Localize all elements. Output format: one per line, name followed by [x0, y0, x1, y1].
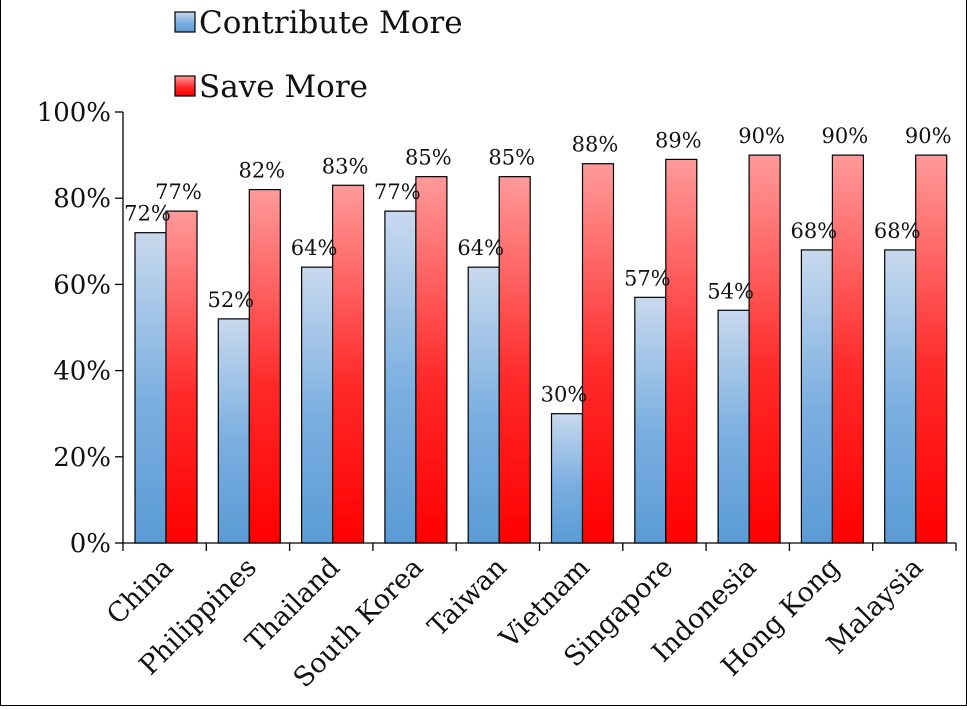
value-label-contribute-more-3: 64%	[291, 236, 338, 260]
value-label-save-more-3: 83%	[322, 154, 369, 178]
legend-label-1: Contribute More	[199, 5, 463, 41]
legend-label-2: Save More	[199, 69, 368, 105]
bar-contribute-more-4	[384, 210, 417, 544]
legend: Contribute More Save More	[174, 5, 463, 105]
value-label-contribute-more-6: 30%	[541, 383, 588, 407]
value-label-save-more-10: 90%	[905, 124, 952, 148]
legend-swatch-2	[174, 75, 196, 97]
y-tick-label: 60%	[53, 270, 111, 300]
legend-swatch-1	[174, 11, 196, 33]
y-tick-label: 100%	[37, 98, 111, 128]
y-tick-label: 80%	[53, 184, 111, 214]
value-label-contribute-more-1: 72%	[124, 202, 171, 226]
value-label-save-more-2: 82%	[238, 159, 285, 183]
value-label-save-more-6: 88%	[572, 133, 619, 157]
bar-save-more-2	[248, 188, 281, 544]
value-label-save-more-5: 85%	[488, 146, 535, 170]
bar-contribute-more-8	[717, 309, 750, 544]
bar-contribute-more-1	[134, 232, 167, 544]
bar-save-more-1	[165, 210, 198, 544]
value-label-contribute-more-5: 64%	[457, 236, 504, 260]
category-label-1: China	[101, 552, 180, 631]
bar-contribute-more-2	[217, 318, 250, 544]
bar-contribute-more-9	[800, 249, 834, 544]
data-labels: 72%77%52%82%64%83%77%85%64%85%30%88%57%8…	[124, 124, 951, 407]
bar-save-more-8	[748, 154, 781, 544]
bar-save-more-6	[581, 163, 615, 544]
value-label-save-more-4: 85%	[405, 146, 452, 170]
value-label-save-more-8: 90%	[738, 124, 785, 148]
y-tick-label: 0%	[70, 529, 111, 559]
value-label-contribute-more-4: 77%	[374, 180, 421, 204]
value-label-save-more-1: 77%	[155, 180, 202, 204]
bars	[134, 154, 948, 544]
bar-save-more-3	[332, 184, 365, 544]
bar-save-more-7	[665, 158, 698, 544]
bar-contribute-more-10	[884, 249, 917, 544]
bar-save-more-9	[831, 154, 865, 544]
value-label-contribute-more-9: 68%	[791, 219, 838, 243]
bar-contribute-more-3	[301, 266, 334, 544]
bar-contribute-more-6	[550, 413, 584, 544]
bar-save-more-5	[498, 176, 531, 544]
bar-contribute-more-7	[634, 296, 667, 544]
value-label-contribute-more-10: 68%	[874, 219, 921, 243]
bar-save-more-4	[415, 176, 448, 544]
y-tick-label: 20%	[53, 443, 111, 473]
bar-contribute-more-5	[467, 266, 500, 544]
y-tick-label: 40%	[53, 357, 111, 387]
axes: 0% 20% 40% 60% 80% 100%	[37, 98, 957, 559]
value-label-save-more-7: 89%	[655, 128, 702, 152]
value-label-contribute-more-2: 52%	[207, 288, 254, 312]
value-label-contribute-more-8: 54%	[707, 279, 754, 303]
value-label-contribute-more-7: 57%	[624, 266, 671, 290]
bar-save-more-10	[915, 154, 948, 544]
value-label-save-more-9: 90%	[822, 124, 869, 148]
